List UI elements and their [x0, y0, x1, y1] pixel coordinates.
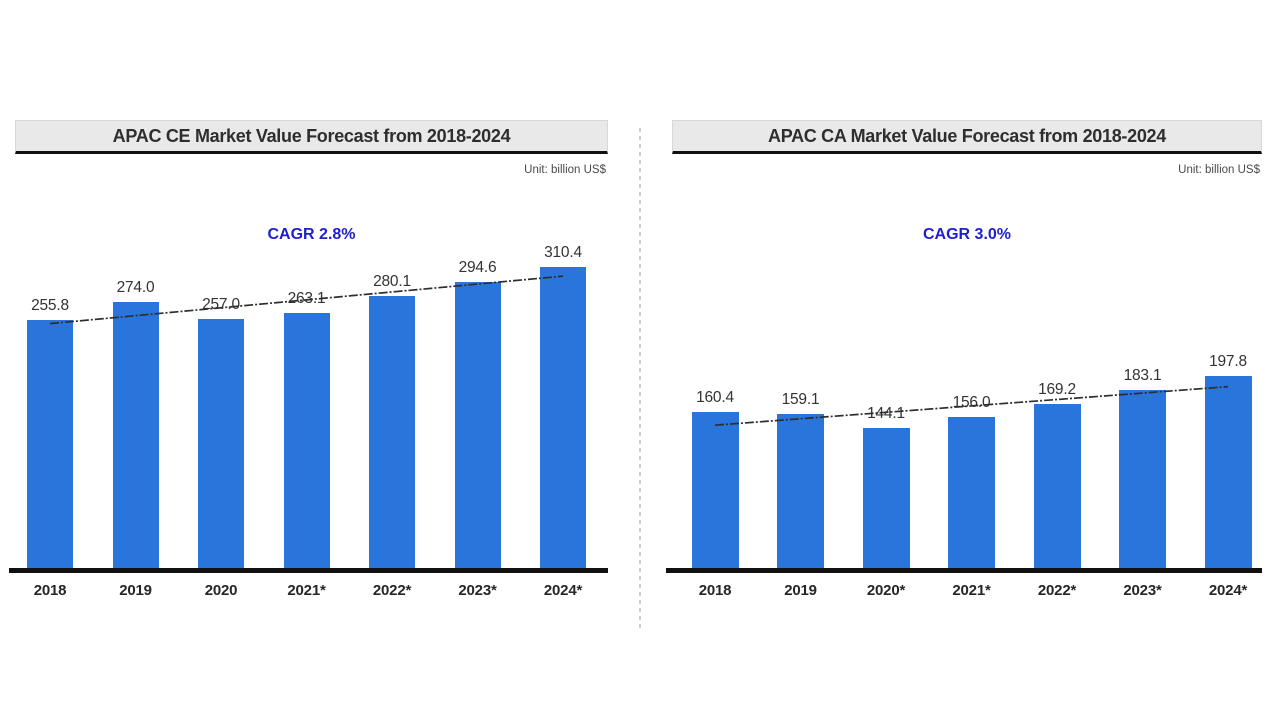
x-axis-label: 2022* — [1037, 582, 1077, 599]
chart-panel-apac-ce: APAC CE Market Value Forecast from 2018-… — [9, 120, 608, 640]
x-axis-label: 2019 — [784, 582, 817, 599]
bar-2021* — [948, 417, 995, 568]
bar-2020 — [198, 319, 244, 568]
chart-panel-apac-ca: APAC CA Market Value Forecast from 2018-… — [666, 120, 1262, 640]
bar-value-label: 263.1 — [287, 290, 326, 307]
plot-area: 160.4 2018 159.1 2019 144.1 2020* 156.0 2021* 16… — [666, 120, 1262, 640]
bar-value-label: 160.4 — [696, 389, 734, 406]
bar-value-label: 156.0 — [952, 394, 991, 411]
chart-title-bar: APAC CE Market Value Forecast from 2018-… — [15, 120, 608, 154]
bar-2022* — [369, 296, 415, 568]
bar-2023* — [1119, 390, 1166, 568]
x-axis-label: 2020* — [866, 582, 906, 599]
bar-2018 — [691, 412, 739, 568]
bar-2018 — [27, 320, 73, 568]
bar-2023* — [454, 282, 501, 568]
cagr-annotation: CAGR 3.0% — [922, 226, 1012, 243]
x-axis-label: 2019 — [119, 582, 152, 599]
bar-value-label: 274.0 — [116, 279, 155, 296]
bar-2022* — [1033, 404, 1081, 568]
x-axis-label: 2022* — [372, 582, 412, 599]
plot-area: 255.8 2018 274.0 2019 257.0 2020 263.1 2021* 280… — [9, 120, 608, 640]
bar-value-label: 197.8 — [1209, 353, 1247, 370]
bar-value-label: 183.1 — [1123, 367, 1162, 384]
bar-value-label: 144.1 — [867, 405, 905, 422]
x-axis-label: 2023* — [458, 582, 497, 599]
x-axis-label: 2020 — [204, 582, 238, 599]
bar-value-label: 169.2 — [1038, 381, 1076, 398]
vertical-dashed-divider — [639, 128, 641, 632]
bar-2019 — [777, 414, 824, 568]
bar-value-label: 255.8 — [31, 297, 69, 314]
chart-title: APAC CA Market Value Forecast from 2018-… — [768, 125, 1166, 146]
bar-value-label: 310.4 — [544, 244, 582, 261]
x-axis-label: 2018 — [698, 582, 732, 599]
bar-value-label: 257.0 — [202, 296, 240, 313]
x-axis-label: 2018 — [33, 582, 67, 599]
bar-value-label: 294.6 — [458, 259, 497, 276]
unit-label: Unit: billion US$ — [524, 164, 606, 176]
unit-label: Unit: billion US$ — [1178, 164, 1260, 176]
x-axis-label: 2024* — [1208, 582, 1248, 599]
x-axis-label: 2024* — [543, 582, 583, 599]
bar-2021* — [283, 313, 330, 568]
x-axis-label: 2021* — [287, 582, 326, 599]
bar-2024* — [540, 267, 586, 568]
cagr-annotation: CAGR 2.8% — [267, 226, 356, 243]
bar-2024* — [1204, 376, 1252, 568]
bar-value-label: 159.1 — [781, 391, 820, 408]
bar-2020* — [862, 428, 910, 568]
x-axis-label: 2021* — [952, 582, 991, 599]
chart-title-bar: APAC CA Market Value Forecast from 2018-… — [672, 120, 1262, 154]
x-axis-line — [666, 568, 1262, 573]
x-axis-line — [9, 568, 608, 573]
x-axis-label: 2023* — [1123, 582, 1162, 599]
bar-value-label: 280.1 — [373, 273, 411, 290]
chart-title: APAC CE Market Value Forecast from 2018-… — [112, 125, 511, 146]
bar-2019 — [112, 302, 159, 568]
